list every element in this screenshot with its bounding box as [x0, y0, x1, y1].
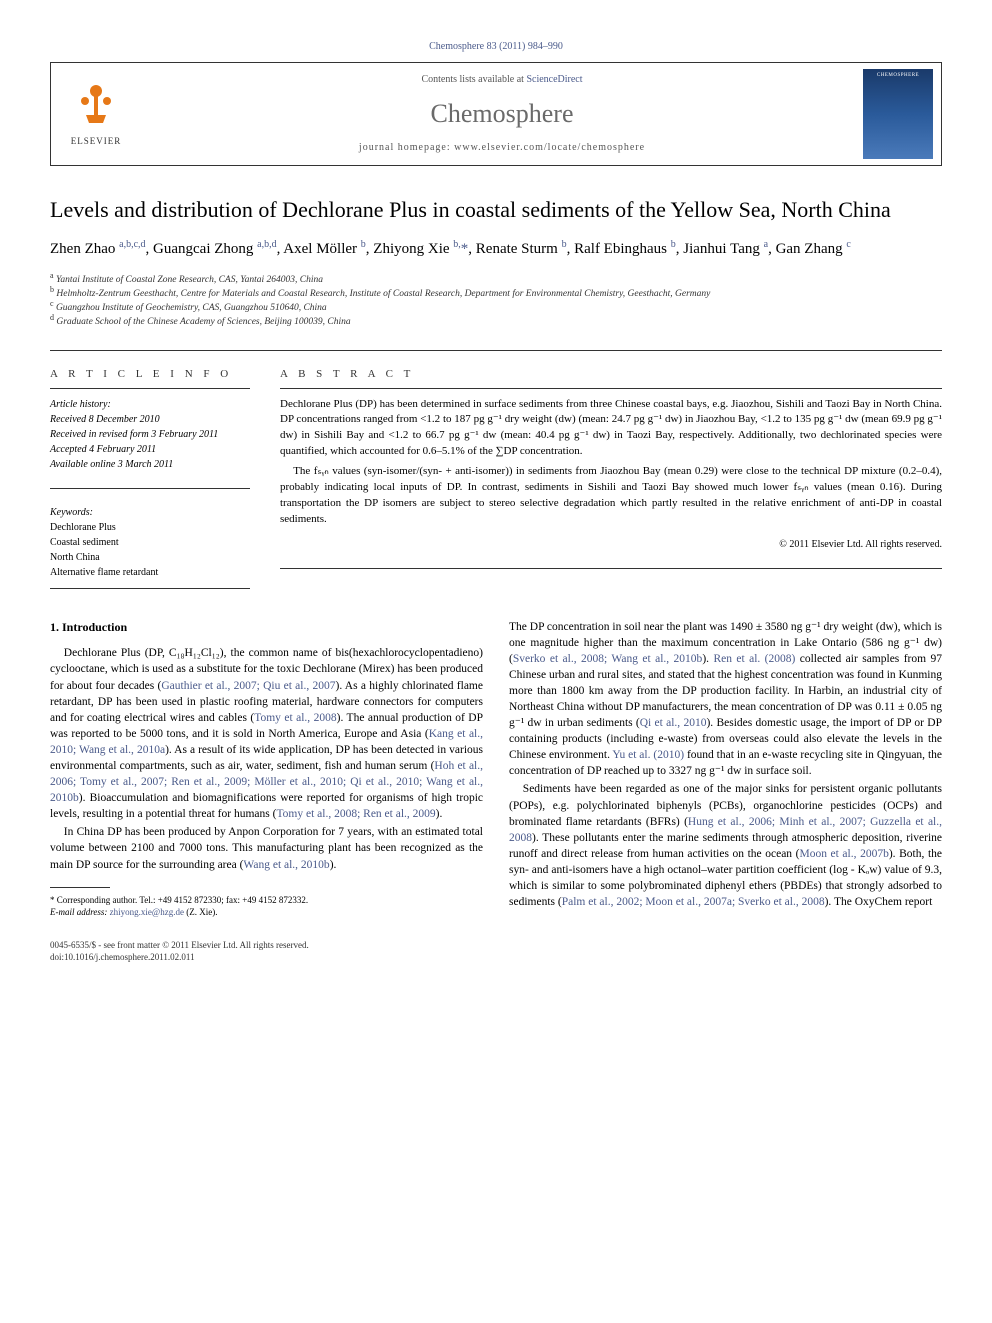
- corresponding-phone: * Corresponding author. Tel.: +49 4152 8…: [50, 894, 483, 907]
- citation-link[interactable]: Qi et al., 2010: [640, 717, 707, 729]
- section-divider: [50, 350, 942, 351]
- article-history: Article history: Received 8 December 201…: [50, 397, 250, 472]
- footer-doi: doi:10.1016/j.chemosphere.2011.02.011: [50, 951, 309, 963]
- citation-link[interactable]: Moon et al., 2007b: [799, 848, 888, 860]
- abstract-panel: A B S T R A C T Dechlorane Plus (DP) has…: [280, 367, 942, 589]
- keywords-label: Keywords:: [50, 505, 250, 520]
- citation-link[interactable]: Palm et al., 2002; Moon et al., 2007a; S…: [562, 896, 825, 908]
- accepted-date: Accepted 4 February 2011: [50, 442, 250, 457]
- revised-date: Received in revised form 3 February 2011: [50, 427, 250, 442]
- abstract-text: Dechlorane Plus (DP) has been determined…: [280, 397, 942, 529]
- affiliation-b: b Helmholtz-Zentrum Geesthacht, Centre f…: [50, 287, 942, 301]
- journal-homepage: journal homepage: www.elsevier.com/locat…: [151, 141, 853, 155]
- online-date: Available online 3 March 2011: [50, 457, 250, 472]
- abstract-copyright: © 2011 Elsevier Ltd. All rights reserved…: [280, 538, 942, 552]
- authors-list: Zhen Zhao a,b,c,d, Guangcai Zhong a,b,d,…: [50, 238, 942, 261]
- citation-link[interactable]: Tomy et al., 2008; Ren et al., 2009: [276, 808, 435, 820]
- info-divider: [50, 488, 250, 489]
- history-label: Article history:: [50, 397, 250, 412]
- footer-front-matter: 0045-6535/$ - see front matter © 2011 El…: [50, 939, 309, 951]
- elsevier-tree-icon: [59, 79, 133, 135]
- affiliation-a: a Yantai Institute of Coastal Zone Resea…: [50, 273, 942, 287]
- journal-name: Chemosphere: [151, 96, 853, 131]
- abstract-p1: Dechlorane Plus (DP) has been determined…: [280, 397, 942, 461]
- citation-link[interactable]: Gauthier et al., 2007; Qiu et al., 2007: [161, 680, 335, 692]
- footer-left: 0045-6535/$ - see front matter © 2011 El…: [50, 939, 309, 963]
- sciencedirect-link[interactable]: ScienceDirect: [526, 74, 582, 85]
- citation-link[interactable]: Yu et al. (2010): [612, 749, 684, 761]
- citation-link[interactable]: Tomy et al., 2008: [254, 712, 336, 724]
- received-date: Received 8 December 2010: [50, 412, 250, 427]
- section-1-heading: 1. Introduction: [50, 619, 483, 636]
- body-paragraph: Sediments have been regarded as one of t…: [509, 781, 942, 910]
- keyword: North China: [50, 550, 250, 565]
- abstract-heading: A B S T R A C T: [280, 367, 942, 389]
- body-columns: 1. Introduction Dechlorane Plus (DP, C₁₈…: [50, 619, 942, 919]
- left-column: 1. Introduction Dechlorane Plus (DP, C₁₈…: [50, 619, 483, 919]
- keyword: Alternative flame retardant: [50, 565, 250, 580]
- citation-link[interactable]: Sverko et al., 2008; Wang et al., 2010b: [513, 653, 702, 665]
- header-citation: Chemosphere 83 (2011) 984–990: [50, 40, 942, 54]
- right-column: The DP concentration in soil near the pl…: [509, 619, 942, 919]
- keyword: Dechlorane Plus: [50, 520, 250, 535]
- corresponding-author-footnote: * Corresponding author. Tel.: +49 4152 8…: [50, 894, 483, 919]
- affiliations: a Yantai Institute of Coastal Zone Resea…: [50, 273, 942, 330]
- body-paragraph: The DP concentration in soil near the pl…: [509, 619, 942, 780]
- citation-link[interactable]: Wang et al., 2010b: [243, 859, 329, 871]
- elsevier-logo: ELSEVIER: [51, 71, 141, 155]
- citation-link[interactable]: Ren et al. (2008): [713, 653, 795, 665]
- header-center: Contents lists available at ScienceDirec…: [141, 63, 863, 165]
- journal-cover-thumbnail: [863, 69, 933, 159]
- contents-available-line: Contents lists available at ScienceDirec…: [151, 73, 853, 87]
- journal-header-box: ELSEVIER Contents lists available at Sci…: [50, 62, 942, 166]
- affiliation-c: c Guangzhou Institute of Geochemistry, C…: [50, 301, 942, 315]
- article-title: Levels and distribution of Dechlorane Pl…: [50, 196, 942, 225]
- article-info-panel: A R T I C L E I N F O Article history: R…: [50, 367, 250, 589]
- body-paragraph: In China DP has been produced by Anpon C…: [50, 824, 483, 872]
- keywords-block: Keywords: Dechlorane Plus Coastal sedime…: [50, 505, 250, 589]
- keyword: Coastal sediment: [50, 535, 250, 550]
- article-info-heading: A R T I C L E I N F O: [50, 367, 250, 389]
- footnote-separator: [50, 887, 110, 888]
- body-paragraph: Dechlorane Plus (DP, C₁₈H₁₂Cl₁₂), the co…: [50, 645, 483, 822]
- page-footer: 0045-6535/$ - see front matter © 2011 El…: [50, 939, 942, 963]
- info-abstract-row: A R T I C L E I N F O Article history: R…: [50, 367, 942, 589]
- publisher-name: ELSEVIER: [59, 135, 133, 147]
- affiliation-d: d Graduate School of the Chinese Academy…: [50, 315, 942, 329]
- contents-text: Contents lists available at: [421, 74, 526, 85]
- abstract-divider: [280, 568, 942, 569]
- email-link[interactable]: zhiyong.xie@hzg.de: [110, 907, 184, 917]
- abstract-p2: The fₛᵧₙ values (syn-isomer/(syn- + anti…: [280, 464, 942, 528]
- corresponding-email: E-mail address: zhiyong.xie@hzg.de (Z. X…: [50, 906, 483, 919]
